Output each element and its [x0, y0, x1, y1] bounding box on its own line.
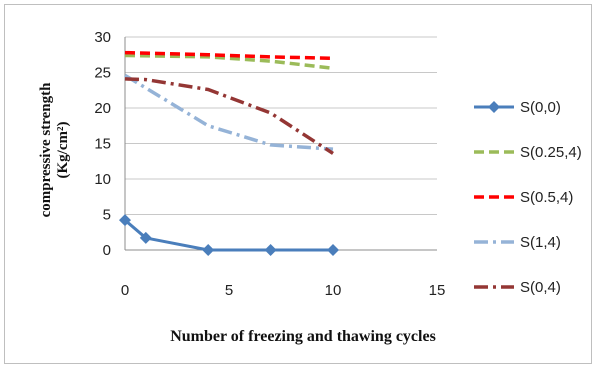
y-tick-label: 10 [94, 171, 111, 188]
y-tick-label: 20 [94, 100, 111, 117]
legend-label: S(0,4) [520, 279, 561, 296]
x-tick-label: 10 [325, 282, 342, 299]
series-line-4 [124, 77, 334, 155]
y-tick-label: 25 [94, 65, 111, 82]
y-axis-ticks: 0 5 10 15 20 25 30 [94, 29, 111, 259]
y-tick-label: 15 [94, 136, 111, 153]
data-point-marker [327, 244, 339, 256]
legend-label: S(0,0) [520, 99, 561, 116]
x-axis-title: Number of freezing and thawing cycles [170, 328, 436, 345]
data-point-marker [202, 244, 215, 256]
y-tick-label: 5 [103, 207, 111, 224]
legend-label: S(0.25,4) [520, 144, 582, 161]
data-point-marker [264, 244, 277, 256]
series-line-0 [124, 219, 333, 252]
y-tick-label: 0 [103, 242, 111, 259]
data-point-marker [119, 214, 131, 227]
y-tick-label: 30 [94, 29, 111, 46]
y-axis-title-line2: (Kg/cm²) [55, 122, 71, 179]
x-axis-ticks: 0 5 10 15 [121, 282, 446, 299]
legend: S(0,0) S(0.25,4) S(0.5,4) S(1,4) S(0,4) [474, 99, 582, 296]
series-line-3 [124, 73, 334, 151]
x-tick-label: 5 [225, 282, 233, 299]
gridlines [125, 36, 437, 215]
legend-marker [488, 101, 500, 113]
data-point-marker [139, 231, 152, 244]
legend-label: S(1,4) [520, 234, 561, 251]
x-tick-label: 0 [121, 282, 129, 299]
series-line-2 [124, 50, 334, 61]
legend-label: S(0.5,4) [520, 189, 573, 206]
series-line-1 [124, 53, 334, 70]
series-lines [119, 50, 339, 256]
y-axis-title-line1: compressive strength [38, 82, 54, 218]
x-tick-label: 15 [429, 282, 446, 299]
